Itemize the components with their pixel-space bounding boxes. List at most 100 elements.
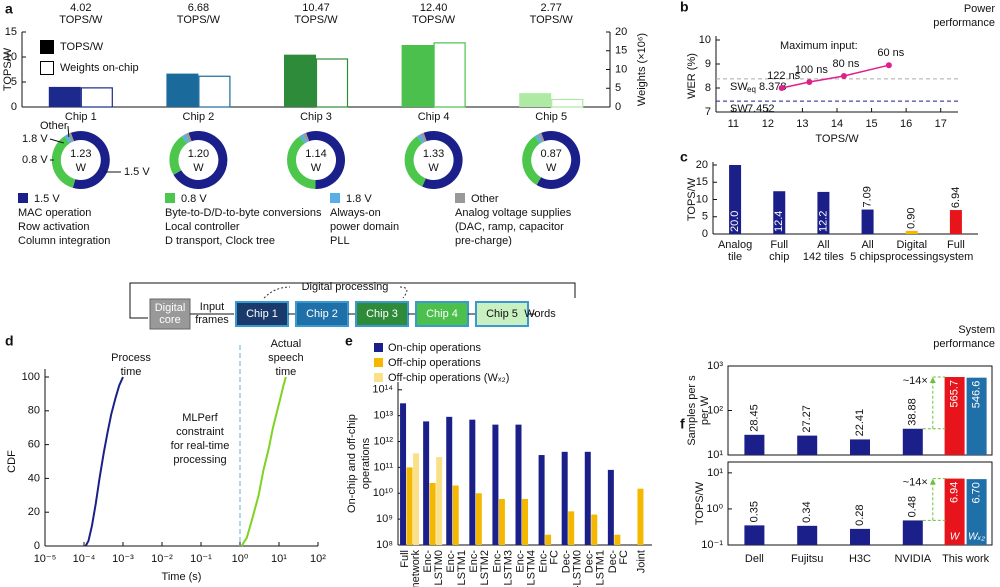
bar <box>902 520 923 545</box>
bar <box>568 511 575 545</box>
x-tick-label: Enc- <box>445 550 457 573</box>
x-tick-label: Emb-LSTM0 <box>572 550 584 587</box>
bar <box>817 191 830 234</box>
legend-swatch <box>374 373 383 382</box>
bar <box>944 377 965 455</box>
y-tick-label: 20 <box>28 506 40 518</box>
legend-description: Byte-to-D/D-to-byte conversions <box>165 207 322 219</box>
legend-description: PLL <box>330 235 350 247</box>
point <box>885 62 892 69</box>
value-label: 0.90 <box>906 207 918 228</box>
x-tick-label: Enc- <box>468 550 480 573</box>
x-tick-label: system <box>938 251 973 263</box>
donut-segment <box>287 136 316 189</box>
bar <box>850 439 870 455</box>
y-tick-label: 15 <box>696 176 708 188</box>
chip-label: Chip 5 <box>486 308 518 320</box>
value-unit: TOPS/W <box>59 14 103 26</box>
legend-label: TOPS/W <box>60 41 104 53</box>
bar <box>166 73 199 107</box>
bar <box>902 428 923 455</box>
cdf-line <box>84 376 124 547</box>
bar <box>744 434 765 455</box>
x-tick-label: network <box>410 550 422 587</box>
chip-label: Chip 3 <box>366 308 398 320</box>
bar-outline <box>551 98 584 108</box>
bar <box>436 457 443 545</box>
annotation: constraint <box>176 426 224 438</box>
donut-segment <box>302 132 310 143</box>
series-label: Process <box>111 352 151 364</box>
donut-segment <box>51 136 76 188</box>
bar <box>797 435 818 455</box>
x-tick-label: 10⁻⁵ <box>34 553 57 565</box>
legend-label: On-chip operations <box>388 342 481 354</box>
bar <box>429 482 436 545</box>
bar <box>744 525 765 545</box>
panel-title: performance <box>933 17 995 29</box>
legend-description: Always-on <box>330 207 381 219</box>
value-label: 12.40 <box>420 2 448 14</box>
legend-label: 1.8 V <box>346 193 372 205</box>
bar <box>949 210 962 234</box>
y-tick-label: 9 <box>705 58 711 70</box>
y-tick-label: 10⁹ <box>376 513 393 525</box>
y-tick-label: 20 <box>615 26 627 38</box>
x-tick-label: All <box>817 239 829 251</box>
x-tick-label: 16 <box>900 118 912 130</box>
bar-outline <box>315 58 349 108</box>
y-label: TOPS/W <box>2 47 14 91</box>
x-tick-label: Enc- <box>514 550 526 573</box>
legend-description: Local controller <box>165 221 240 233</box>
x-tick-label: 10⁰ <box>232 553 249 565</box>
bar <box>944 478 965 545</box>
x-tick-label: Enc- <box>422 550 434 573</box>
y-tick-label: 8 <box>705 82 711 94</box>
bar <box>406 467 413 545</box>
y-tick-label: 10 <box>699 34 711 46</box>
bar <box>773 191 786 234</box>
y-tick-label: 10⁻¹ <box>701 539 723 551</box>
bar <box>966 479 987 545</box>
x-tick-label: LSTM2 <box>479 550 491 585</box>
x-tick-label: Dec- <box>607 550 619 574</box>
donut-segment <box>70 131 110 190</box>
value-label: 546.6 <box>971 381 983 409</box>
y-tick-label: 20 <box>696 159 708 171</box>
y-label: On-chip and off-chip <box>346 414 358 513</box>
y-tick-label: 10¹² <box>373 435 393 447</box>
bar <box>637 488 644 545</box>
bar <box>561 451 568 545</box>
y-label: TOPS/W <box>686 177 698 221</box>
x-tick-label: Fujitsu <box>791 553 823 565</box>
annotation: MLPerf <box>182 412 218 424</box>
legend-label: 1.5 V <box>34 193 60 205</box>
bar <box>492 424 499 545</box>
reference-name: SW <box>730 103 748 115</box>
value-label: 12.4 <box>773 211 785 232</box>
donut-segment <box>299 134 307 144</box>
bar <box>413 453 420 545</box>
annotation: for real-time <box>171 440 230 452</box>
value-label: 0.48 <box>907 496 919 517</box>
bar <box>498 499 505 545</box>
chip-label: Chip 2 <box>306 308 338 320</box>
donut-segment <box>185 132 192 143</box>
annotation: ~14× <box>903 375 928 387</box>
value-label: 0.35 <box>748 501 760 522</box>
x-tick-label: Chip 2 <box>183 111 215 123</box>
bar <box>446 416 453 545</box>
value-label: 2.77 <box>540 2 561 14</box>
bar <box>607 469 614 545</box>
x-tick-label: 17 <box>935 118 947 130</box>
bar-outline <box>433 42 466 108</box>
y-tick-label: 0 <box>11 101 17 113</box>
legend-description: power domain <box>330 221 399 233</box>
series-label: time <box>275 366 296 378</box>
x-tick-label: Joint <box>635 550 647 573</box>
bar <box>522 499 528 545</box>
output-label: Words <box>524 308 556 320</box>
y-tick-label: 40 <box>28 472 40 484</box>
legend-swatch <box>18 193 28 203</box>
line <box>781 64 890 89</box>
